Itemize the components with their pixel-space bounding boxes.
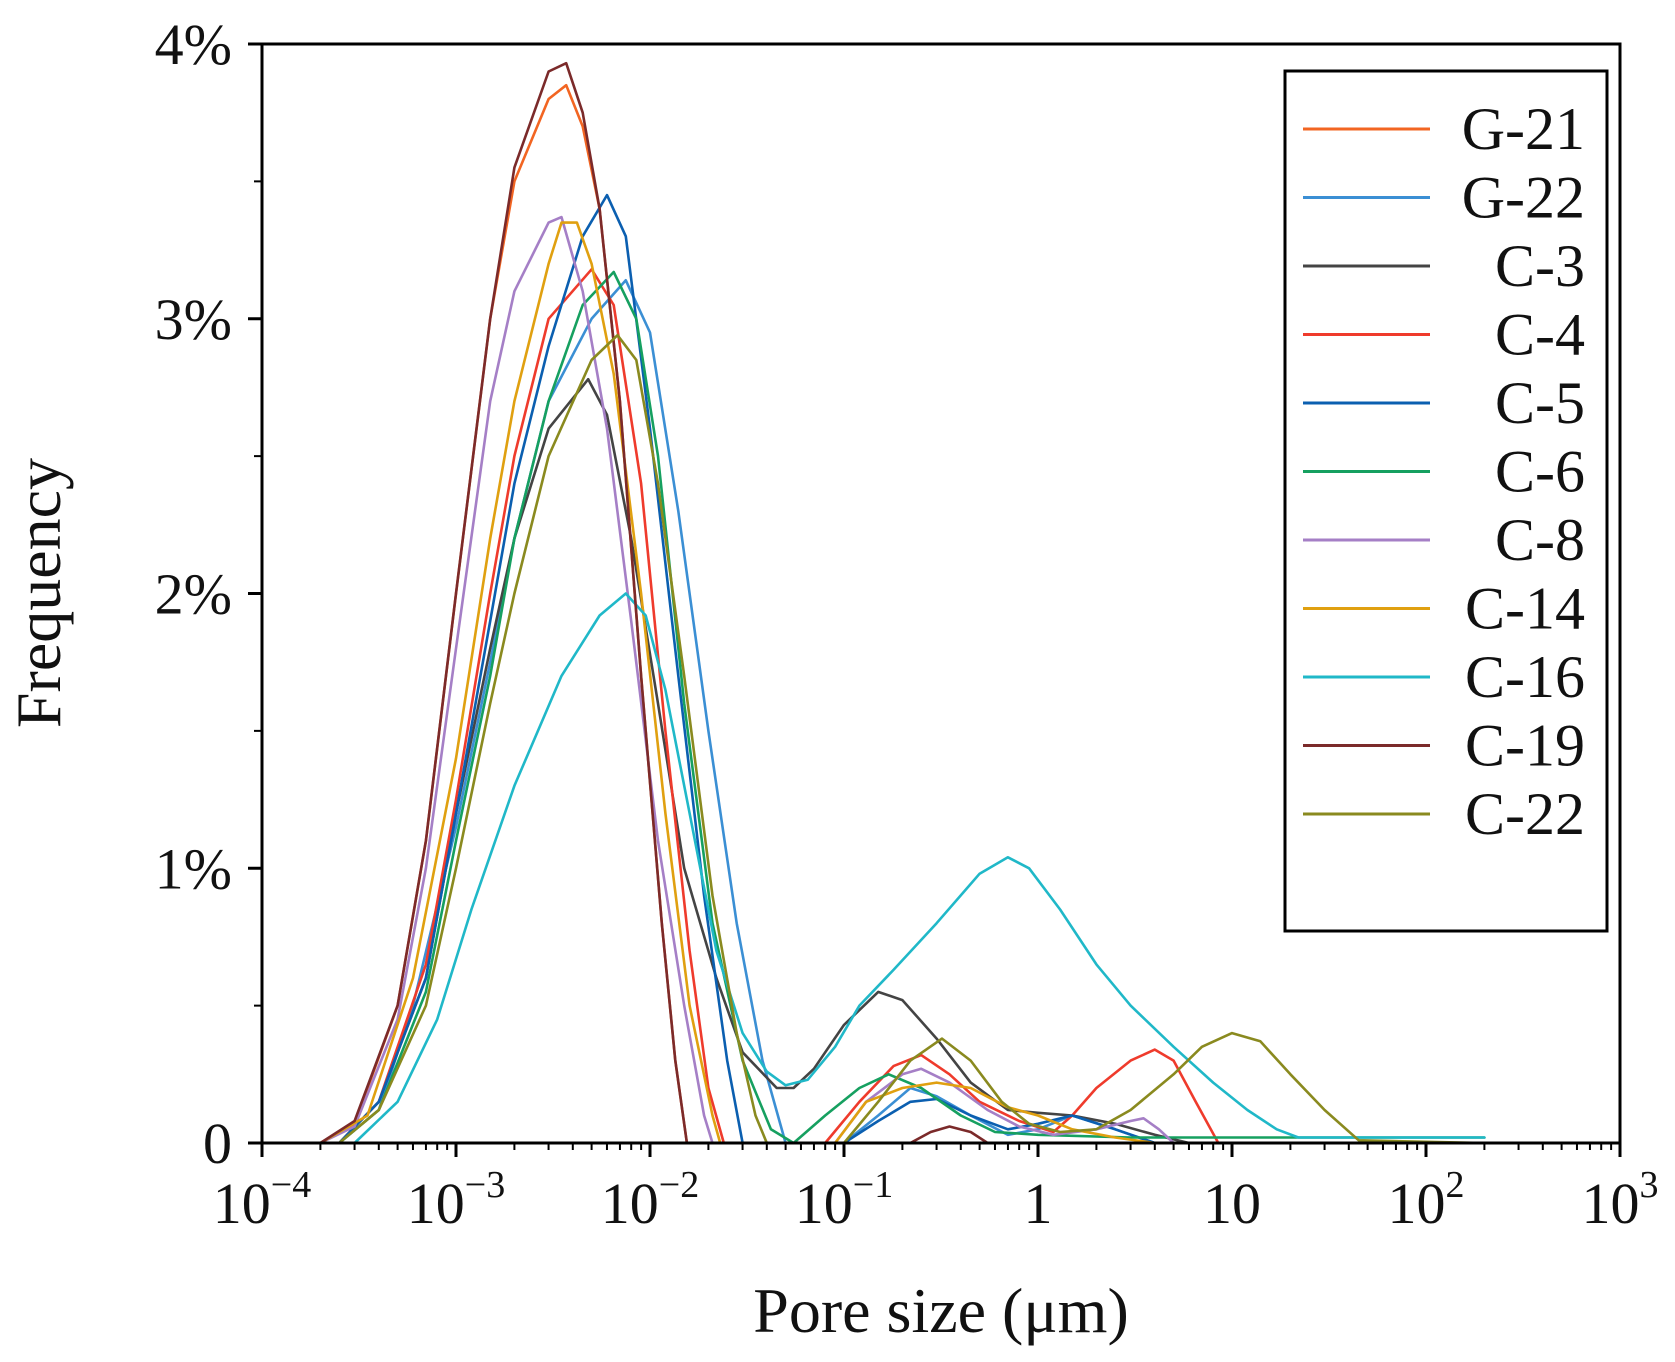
series-line-g-22	[260, 279, 1486, 1145]
series-line-c-19	[260, 61, 1486, 1145]
x-tick-label-exponent: 3	[1640, 1164, 1659, 1206]
y-tick-label: 0	[203, 1111, 232, 1176]
legend-label-c-22: C-22	[1465, 781, 1585, 847]
x-tick-label: 10−4	[213, 1164, 311, 1236]
legend-label-g-21: G-21	[1462, 96, 1585, 162]
x-tick-label: 10−3	[407, 1164, 505, 1236]
x-tick-label-exponent: −3	[465, 1164, 505, 1206]
x-tick-label-exponent: −4	[271, 1164, 311, 1206]
y-tick-label: 1%	[155, 836, 232, 901]
x-tick-label: 10	[1203, 1171, 1261, 1236]
legend-label-c-4: C-4	[1495, 302, 1585, 368]
legend-label-c-16: C-16	[1465, 644, 1585, 710]
x-axis-title: Pore size (μm)	[753, 1275, 1129, 1346]
y-tick-label: 3%	[155, 287, 232, 352]
legend-label-c-5: C-5	[1495, 370, 1585, 436]
legend-label-c-6: C-6	[1495, 439, 1585, 505]
x-tick-label: 1	[1024, 1171, 1053, 1236]
x-tick-label-exponent: 2	[1446, 1164, 1465, 1206]
x-tick-label: 10−1	[795, 1164, 893, 1236]
x-tick-label-base: 10	[213, 1171, 271, 1236]
x-tick-label: 10−2	[601, 1164, 699, 1236]
legend-label-c-19: C-19	[1465, 713, 1585, 779]
series-line-c-3	[260, 377, 1486, 1145]
series-line-c-5	[260, 193, 1486, 1145]
x-tick-label-base: 10	[1582, 1171, 1640, 1236]
x-tick-label-base: 10	[1388, 1171, 1446, 1236]
x-tick-label-base: 10	[795, 1171, 853, 1236]
legend-label-g-22: G-22	[1462, 165, 1585, 231]
legend-label-c-3: C-3	[1495, 233, 1585, 299]
series-line-c-14	[260, 221, 1486, 1145]
legend-label-c-14: C-14	[1465, 576, 1585, 642]
legend-box	[1283, 69, 1609, 933]
series-line-c-16	[260, 592, 1486, 1145]
x-tick-label-base: 10	[407, 1171, 465, 1236]
x-tick-label-base: 10	[601, 1171, 659, 1236]
y-axis-title: Frequency	[3, 458, 74, 728]
legend-label-c-8: C-8	[1495, 507, 1585, 573]
y-tick-label: 4%	[155, 12, 232, 77]
x-tick-label-exponent: −2	[659, 1164, 699, 1206]
x-tick-label: 103	[1582, 1164, 1659, 1236]
series-line-c-6	[260, 270, 1486, 1145]
x-tick-label-exponent: −1	[853, 1164, 893, 1206]
x-tick-label: 102	[1388, 1164, 1465, 1236]
y-tick-label: 2%	[155, 562, 232, 627]
